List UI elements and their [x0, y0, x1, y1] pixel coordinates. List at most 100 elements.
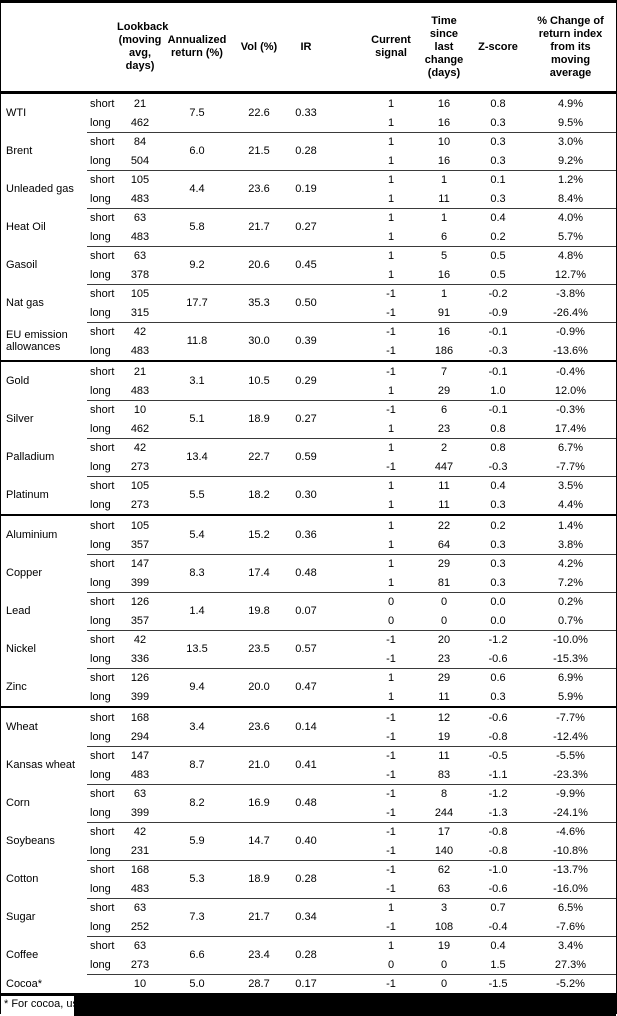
commodity-name: Cocoa*	[6, 977, 43, 990]
cell-pct-change: -3.8%	[556, 287, 585, 300]
cell-lookback: 10	[133, 977, 147, 990]
position-label: long	[90, 268, 111, 281]
cell-lookback: 42	[133, 325, 147, 338]
cell-lookback: 483	[130, 384, 150, 397]
table-row-brent: Brent short 84 1 10 0.3 3.0% long 504 1 16 0.3 9.2% 6…	[1, 132, 616, 170]
cell-time-since-change: 1	[440, 173, 448, 186]
cell-ir: 0.36	[295, 529, 317, 541]
cell-time-since-change: 6	[440, 403, 448, 416]
cell-current-signal: -1	[386, 844, 396, 857]
cell-time-since-change: 140	[434, 844, 454, 857]
cell-time-since-change: 16	[437, 268, 451, 281]
cell-vol: 18.2	[248, 489, 270, 501]
cell-time-since-change: 91	[437, 306, 451, 319]
cell-ir: 0.07	[295, 605, 317, 617]
cell-lookback: 105	[130, 519, 150, 532]
cell-lookback: 336	[130, 652, 150, 665]
cell-annualized-return: 6.6	[189, 949, 205, 961]
cell-current-signal: 1	[387, 519, 395, 532]
cell-zscore: 0.1	[490, 173, 506, 186]
cell-lookback: 399	[130, 576, 150, 589]
cell-pct-change: 1.2%	[557, 173, 584, 186]
cell-current-signal: -1	[386, 920, 396, 933]
cell-zscore: -1.2	[488, 633, 508, 646]
position-label: short	[90, 901, 115, 914]
cell-zscore: -0.6	[488, 711, 508, 724]
cell-time-since-change: 1	[440, 287, 448, 300]
table-row-unleaded-gas: Unleaded gas short 105 1 1 0.1 1.2% long 483 1 11 0…	[1, 170, 616, 208]
cell-pct-change: -9.9%	[556, 787, 585, 800]
cell-vol: 15.2	[248, 529, 270, 541]
cell-current-signal: 1	[387, 154, 395, 167]
cell-vol: 28.7	[248, 977, 270, 990]
cell-annualized-return: 9.4	[189, 681, 205, 693]
cell-zscore: 0.4	[490, 479, 506, 492]
commodity-name: Heat Oil	[6, 221, 46, 233]
cell-pct-change: 12.7%	[554, 268, 587, 281]
cell-lookback: 483	[130, 192, 150, 205]
cell-lookback: 63	[133, 249, 147, 262]
cell-pct-change: 4.2%	[557, 557, 584, 570]
cell-annualized-return: 13.5	[186, 643, 208, 655]
cell-zscore: 1.5	[490, 958, 506, 971]
cell-zscore: -0.1	[488, 365, 508, 378]
cell-zscore: 0.3	[490, 192, 506, 205]
table-row-wti: WTI short 21 1 16 0.8 4.9% long 462 1 16 0.3 9.5% 7.5…	[1, 94, 616, 132]
cell-ir: 0.45	[295, 259, 317, 271]
table-row-nat-gas: Nat gas short 105 -1 1 -0.2 -3.8% long 315 -1 91 -0…	[1, 284, 616, 322]
commodity-name: Nat gas	[6, 297, 44, 309]
cell-zscore: -1.1	[488, 768, 508, 781]
cell-time-since-change: 63	[437, 882, 451, 895]
cell-current-signal: 1	[387, 97, 395, 110]
cell-annualized-return: 5.9	[189, 835, 205, 847]
position-label: short	[90, 479, 115, 492]
commodity-name: WTI	[6, 107, 27, 119]
cell-pct-change: -7.7%	[556, 711, 585, 724]
cell-lookback: 231	[130, 844, 150, 857]
cell-current-signal: 1	[387, 576, 395, 589]
cell-zscore: -0.9	[488, 306, 508, 319]
cell-time-since-change: 11	[438, 749, 450, 762]
cell-annualized-return: 5.0	[189, 977, 205, 990]
position-label: long	[90, 690, 111, 703]
cell-pct-change: -15.3%	[553, 652, 588, 665]
commodity-name: Palladium	[6, 451, 55, 463]
position-label: short	[90, 403, 115, 416]
cell-annualized-return: 8.3	[189, 567, 205, 579]
cell-zscore: 1.0	[490, 384, 506, 397]
cell-ir: 0.30	[295, 489, 317, 501]
cell-pct-change: -13.6%	[553, 344, 588, 357]
cell-annualized-return: 5.3	[189, 873, 205, 885]
cell-vol: 30.0	[248, 335, 270, 347]
cell-lookback: 42	[133, 633, 147, 646]
cell-annualized-return: 4.4	[189, 183, 205, 195]
cell-ir: 0.27	[295, 221, 317, 233]
cell-time-since-change: 11	[438, 479, 450, 492]
cell-pct-change: -24.1%	[553, 806, 588, 819]
cell-pct-change: 27.3%	[554, 958, 587, 971]
table-row-nickel: Nickel short 42 -1 20 -1.2 -10.0% long 336 -1 23 -0…	[1, 630, 616, 668]
cell-current-signal: -1	[386, 652, 396, 665]
cell-time-since-change: 11	[438, 690, 450, 703]
cell-current-signal: 1	[387, 173, 395, 186]
cell-time-since-change: 83	[437, 768, 451, 781]
cell-lookback: 273	[130, 958, 150, 971]
header-annualized-return: Annualized return (%)	[167, 34, 227, 59]
header-zscore: Z-score	[478, 40, 518, 53]
cell-time-since-change: 16	[437, 154, 451, 167]
table-row-eu-emission-allowances: EU emission allowances short 42 -1 16 -0.1 -0.…	[1, 322, 616, 360]
cell-current-signal: 1	[387, 939, 395, 952]
cell-current-signal: 1	[387, 422, 395, 435]
cell-current-signal: 1	[387, 441, 395, 454]
cell-pct-change: -4.6%	[556, 825, 585, 838]
cell-time-since-change: 22	[437, 519, 451, 532]
cell-current-signal: 1	[387, 901, 395, 914]
cell-time-since-change: 11	[438, 192, 450, 205]
cell-lookback: 21	[133, 97, 147, 110]
position-label: short	[90, 249, 115, 262]
cell-lookback: 399	[130, 806, 150, 819]
cell-pct-change: 3.8%	[557, 538, 584, 551]
cell-pct-change: 0.7%	[557, 614, 584, 627]
cell-lookback: 483	[130, 882, 150, 895]
